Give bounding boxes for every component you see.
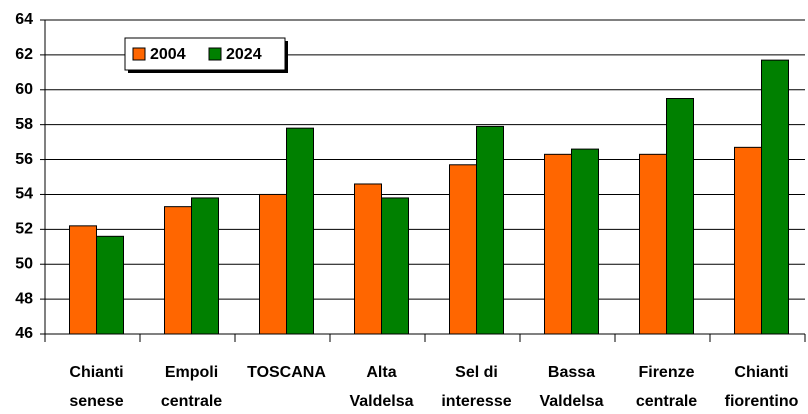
y-tick-label: 54 <box>15 186 33 203</box>
x-tick-label: fiorentino <box>725 393 799 410</box>
bar <box>666 98 694 335</box>
x-tick-label: Valdelsa <box>539 393 603 410</box>
bar <box>259 193 287 335</box>
bar <box>734 146 762 335</box>
x-tick-label: Chianti <box>69 364 123 381</box>
bar <box>761 59 789 335</box>
x-tick-label: Bassa <box>548 364 595 381</box>
bar <box>191 197 219 335</box>
bar <box>544 153 572 335</box>
y-tick-label: 50 <box>15 255 33 272</box>
y-tick-label: 48 <box>15 290 33 307</box>
x-tick-label: Empoli <box>165 364 218 381</box>
legend-label: 2024 <box>226 46 262 63</box>
legend-swatch <box>132 47 146 61</box>
bar <box>639 153 667 335</box>
legend-box <box>124 37 286 71</box>
legend-label: 2004 <box>150 46 186 63</box>
x-tick-label: senese <box>69 393 123 410</box>
x-tick-label: Valdelsa <box>349 393 413 410</box>
bar <box>449 164 477 335</box>
y-tick-label: 62 <box>15 46 33 63</box>
y-tick-label: 46 <box>15 325 33 342</box>
y-tick-label: 64 <box>15 11 33 28</box>
x-tick-label: Chianti <box>734 364 788 381</box>
bar <box>476 125 504 335</box>
bar <box>354 183 382 335</box>
x-tick-label: interesse <box>441 393 511 410</box>
x-tick-label: Alta <box>366 364 396 381</box>
y-tick-label: 58 <box>15 116 33 133</box>
bar <box>164 206 192 335</box>
y-tick-label: 60 <box>15 81 33 98</box>
legend: 2004 2024 <box>124 37 288 73</box>
x-tick-label: Firenze <box>638 364 694 381</box>
bar <box>286 127 314 335</box>
bar <box>381 197 409 335</box>
x-tick-label: TOSCANA <box>247 364 326 381</box>
x-tick-label: Sel di <box>455 364 498 381</box>
y-tick-label: 52 <box>15 221 33 238</box>
bar <box>96 235 124 335</box>
y-tick-label: 56 <box>15 151 33 168</box>
x-tick-label: centrale <box>636 393 697 410</box>
bar <box>571 148 599 335</box>
bar <box>69 225 97 335</box>
x-tick-label: centrale <box>161 393 222 410</box>
legend-swatch <box>208 47 222 61</box>
